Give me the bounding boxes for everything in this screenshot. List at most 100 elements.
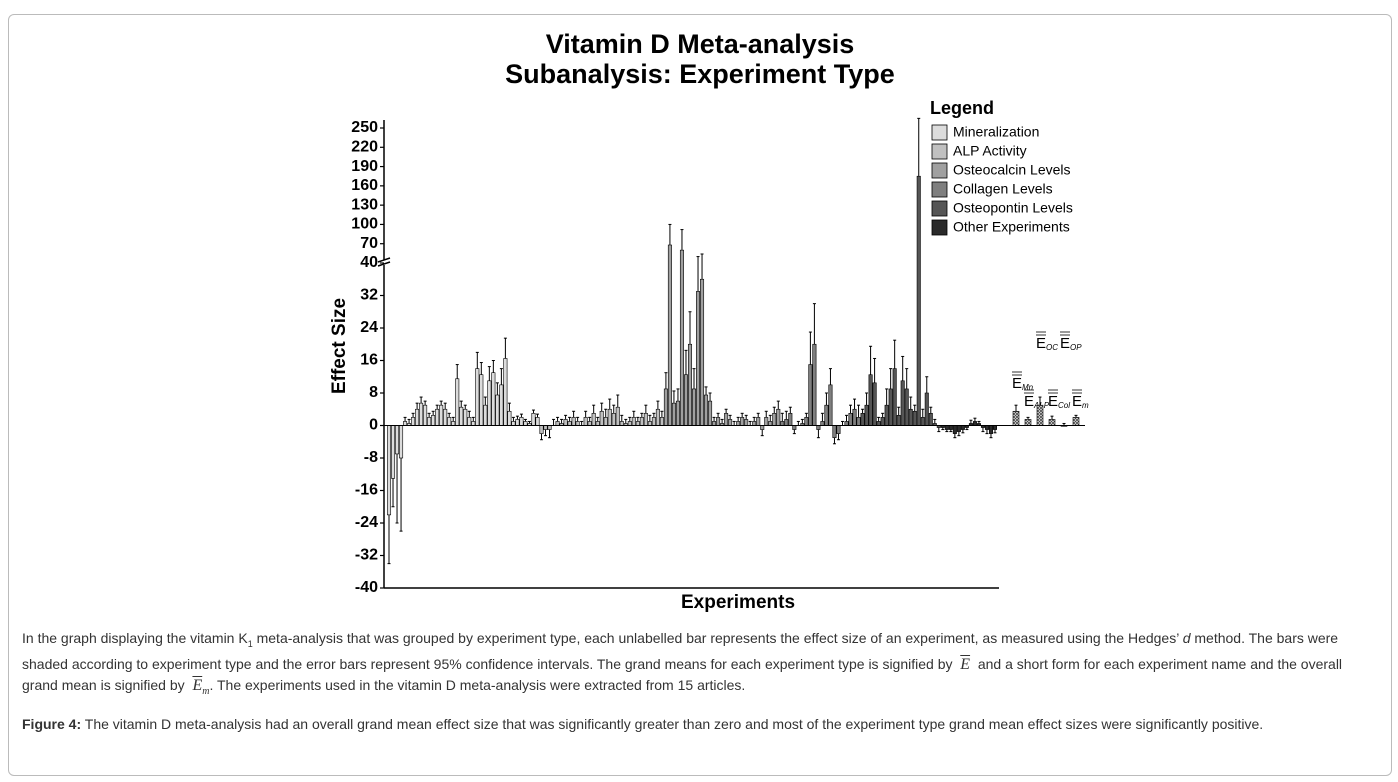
y-axis-label: Effect Size bbox=[329, 298, 350, 394]
bar bbox=[427, 417, 432, 426]
bar bbox=[619, 421, 624, 426]
y-tick-label: -24 bbox=[355, 514, 378, 531]
bar bbox=[848, 413, 853, 426]
bar bbox=[896, 415, 901, 426]
y-tick-label: 0 bbox=[369, 417, 378, 434]
bar bbox=[523, 421, 528, 426]
caption-text: meta-analysis that was grouped by experi… bbox=[252, 630, 1183, 646]
bar bbox=[679, 249, 684, 426]
bar bbox=[780, 421, 785, 426]
grand-mean-symbol: E bbox=[1012, 375, 1022, 392]
legend-swatch bbox=[931, 200, 948, 217]
bar bbox=[663, 388, 668, 426]
bar bbox=[507, 410, 512, 426]
y-tick-label: 250 bbox=[351, 119, 378, 136]
bar bbox=[495, 394, 500, 426]
bar bbox=[892, 368, 897, 426]
bar bbox=[639, 417, 644, 426]
bar bbox=[387, 425, 392, 516]
y-tick-label: 190 bbox=[351, 158, 378, 175]
bar bbox=[960, 425, 965, 430]
x-axis-label: Experiments bbox=[681, 592, 795, 613]
bar bbox=[535, 417, 540, 426]
grand-mean-symbol: E bbox=[1072, 393, 1082, 410]
caption-symbol: E bbox=[960, 655, 971, 673]
bar bbox=[683, 374, 688, 426]
bar bbox=[627, 421, 632, 426]
bar bbox=[744, 419, 749, 426]
bar bbox=[884, 404, 889, 426]
bar bbox=[459, 406, 464, 426]
caption-symbol: E bbox=[192, 676, 203, 694]
bar bbox=[972, 421, 977, 426]
caption-text: . The experiments used in the vitamin D … bbox=[209, 676, 746, 693]
chart: Vitamin D Meta-analysis Subanalysis: Exp… bbox=[329, 29, 1089, 613]
bar bbox=[956, 425, 961, 432]
bar bbox=[924, 392, 929, 426]
grand-mean-symbol: E bbox=[1060, 335, 1070, 352]
bar bbox=[599, 410, 604, 426]
bar bbox=[700, 278, 705, 426]
bar bbox=[876, 421, 881, 426]
bar bbox=[563, 419, 568, 426]
bar bbox=[752, 421, 757, 426]
bar bbox=[984, 425, 989, 430]
bar bbox=[503, 358, 508, 426]
bar bbox=[904, 388, 909, 426]
bar bbox=[832, 425, 837, 438]
bar bbox=[531, 413, 536, 426]
bar bbox=[736, 421, 741, 426]
grand-mean-label: Mn bbox=[1022, 383, 1034, 392]
bar bbox=[760, 425, 765, 430]
bar bbox=[439, 404, 444, 426]
bar bbox=[595, 421, 600, 426]
bar bbox=[844, 421, 849, 426]
bar bbox=[539, 425, 544, 434]
bar bbox=[764, 417, 769, 426]
bar bbox=[423, 404, 428, 426]
bar bbox=[515, 419, 520, 426]
bar bbox=[804, 417, 809, 426]
bar bbox=[447, 417, 452, 426]
axis-break-mark bbox=[377, 261, 391, 267]
bar bbox=[856, 417, 861, 426]
bar bbox=[992, 425, 997, 430]
caption-sub: m bbox=[202, 685, 210, 697]
bar bbox=[399, 425, 404, 459]
y-tick-label: 220 bbox=[351, 139, 378, 156]
bar bbox=[696, 291, 701, 426]
bar bbox=[852, 408, 857, 426]
bar bbox=[443, 408, 448, 426]
bar bbox=[499, 384, 504, 426]
bar bbox=[567, 421, 572, 426]
bar bbox=[611, 413, 616, 426]
bar bbox=[575, 421, 580, 426]
bar bbox=[491, 372, 496, 426]
bar bbox=[471, 421, 476, 426]
legend-label: Other Experiments bbox=[953, 219, 1070, 235]
legend-label: ALP Activity bbox=[953, 143, 1027, 159]
y-tick-label: 24 bbox=[360, 319, 378, 336]
bar bbox=[403, 421, 408, 426]
grand-mean-label: Col bbox=[1058, 401, 1070, 410]
bar bbox=[900, 380, 905, 426]
legend-swatch bbox=[931, 143, 948, 160]
legend-swatch bbox=[931, 162, 948, 179]
bar bbox=[655, 408, 660, 426]
bar bbox=[603, 417, 608, 426]
bar bbox=[788, 413, 793, 426]
grand-mean-label: OP bbox=[1070, 343, 1082, 352]
bar bbox=[431, 415, 436, 426]
legend-label: Mineralization bbox=[953, 124, 1039, 140]
y-tick-label: 40 bbox=[360, 254, 378, 271]
y-tick-label: 160 bbox=[351, 177, 378, 194]
chart-subtitle: Subanalysis: Experiment Type bbox=[505, 59, 895, 89]
bar bbox=[647, 421, 652, 426]
bar bbox=[483, 404, 488, 426]
bar bbox=[740, 417, 745, 426]
bar bbox=[916, 175, 921, 426]
legend-swatch bbox=[931, 181, 948, 198]
bar bbox=[988, 425, 993, 434]
bar bbox=[908, 408, 913, 426]
grand-mean-symbol: E bbox=[1048, 393, 1058, 410]
